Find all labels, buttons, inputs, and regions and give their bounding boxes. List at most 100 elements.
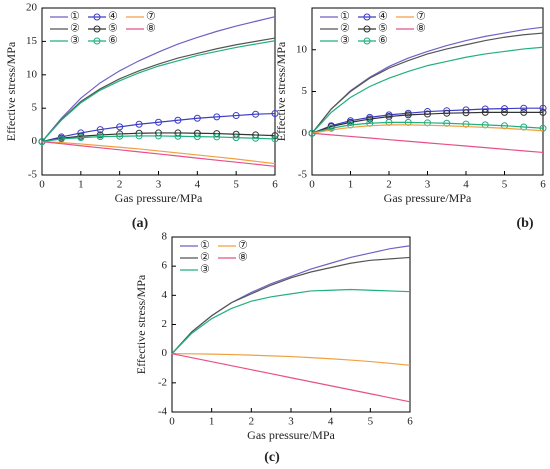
series-line	[41, 37, 276, 142]
series-line	[311, 121, 544, 134]
x-axis-label: Gas pressure/MPa	[115, 191, 203, 205]
series-line	[171, 256, 411, 355]
series-line	[311, 132, 544, 154]
series-marker	[155, 118, 162, 126]
series-marker	[271, 135, 279, 143]
legend-label: ③	[340, 35, 350, 47]
y-axis-label: Effective stress/MPa	[4, 41, 18, 141]
series-marker	[424, 110, 431, 118]
legend-label: ④	[108, 11, 118, 23]
series-line	[311, 32, 544, 134]
x-tick-label: 1	[209, 416, 215, 428]
legend-marker	[93, 37, 101, 45]
series-marker	[443, 109, 451, 117]
legend-label: ⑦	[416, 11, 426, 23]
legend-label: ①	[200, 240, 210, 252]
series-marker	[252, 110, 260, 118]
legend-label: ⑦	[146, 11, 156, 23]
series-marker	[116, 132, 124, 140]
series-marker	[135, 120, 143, 128]
legend-label: ②	[340, 23, 350, 35]
x-tick-label: 3	[288, 416, 294, 428]
legend-label: ⑥	[108, 35, 118, 47]
y-tick-label: 8	[162, 231, 168, 243]
x-tick-label: 1	[348, 179, 354, 191]
x-tick-label: 5	[368, 416, 374, 428]
legend-label: ⑧	[238, 252, 248, 264]
x-tick-label: 3	[425, 179, 431, 191]
x-tick-label: 0	[309, 179, 315, 191]
legend-label: ⑦	[238, 240, 248, 252]
series-line	[171, 353, 411, 366]
series-marker	[520, 104, 528, 112]
series-line	[41, 40, 276, 143]
series-marker	[404, 111, 412, 119]
y-tick-label: 5	[302, 85, 308, 97]
series-line	[171, 288, 411, 355]
x-tick-label: 0	[169, 416, 175, 428]
y-tick-label: 4	[162, 289, 168, 301]
y-tick-label: 0	[162, 347, 168, 359]
series-marker	[193, 133, 201, 141]
x-tick-label: 0	[39, 179, 45, 191]
panel-label: (c)	[264, 450, 280, 465]
x-tick-label: 4	[463, 179, 469, 191]
legend-marker	[93, 13, 101, 21]
x-tick-label: 2	[386, 179, 392, 191]
series-line	[41, 135, 276, 143]
series-marker	[501, 108, 508, 116]
panel: 0 1 2 3 4 5 6 -4 -2 0 2 4 6 8 Gas pressure/MPa Effectiv…	[134, 231, 414, 466]
y-tick-label: 6	[162, 260, 168, 272]
y-tick-label: 10	[26, 68, 38, 80]
legend-label: ④	[378, 11, 388, 23]
series-marker	[327, 124, 335, 132]
series-marker	[252, 134, 260, 142]
x-tick-label: 2	[117, 179, 123, 191]
series-marker	[213, 113, 221, 121]
series-marker	[271, 110, 279, 118]
series-marker	[366, 115, 374, 123]
y-axis-label: Effective stress/MPa	[134, 274, 148, 374]
x-tick-label: 5	[502, 179, 508, 191]
series-marker	[77, 134, 85, 142]
series-marker	[520, 108, 528, 116]
series-marker	[174, 132, 182, 140]
legend-label: ⑥	[378, 35, 388, 47]
x-tick-label: 1	[78, 179, 84, 191]
series-line	[41, 16, 276, 142]
y-tick-label: -5	[298, 169, 308, 181]
panel-label: (b)	[516, 216, 533, 231]
x-tick-label: 4	[195, 179, 201, 191]
series-marker	[193, 114, 201, 122]
x-tick-label: 6	[407, 416, 413, 428]
y-tick-label: -2	[158, 376, 167, 388]
y-tick-label: 20	[26, 2, 38, 14]
y-tick-label: 15	[26, 35, 38, 47]
legend-label: ⑤	[378, 23, 388, 35]
legend-marker	[363, 25, 371, 33]
series-line	[41, 141, 276, 165]
series-line	[311, 26, 544, 134]
series-marker	[539, 108, 547, 116]
legend-marker	[363, 13, 371, 21]
legend-label: ①	[70, 11, 80, 23]
series-marker	[232, 112, 240, 120]
x-tick-label: 2	[249, 416, 255, 428]
legend-label: ⑤	[108, 23, 118, 35]
legend-label: ⑧	[146, 23, 156, 35]
x-tick-label: 6	[540, 179, 546, 191]
legend-marker	[363, 37, 371, 45]
legend-label: ⑧	[416, 23, 426, 35]
x-axis-label: Gas pressure/MPa	[384, 191, 472, 205]
series-marker	[539, 124, 547, 132]
series-marker	[96, 133, 104, 141]
y-tick-label: 10	[296, 43, 308, 55]
series-marker	[116, 130, 124, 138]
legend-label: ③	[200, 264, 210, 276]
x-tick-label: 4	[328, 416, 334, 428]
legend-marker	[93, 25, 101, 33]
series-marker	[155, 132, 162, 140]
